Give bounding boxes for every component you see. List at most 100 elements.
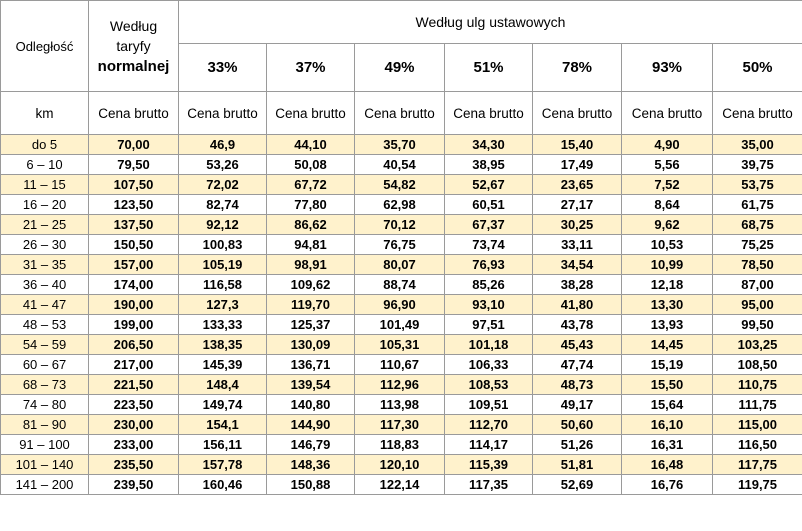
price-cell: 85,26 (444, 274, 533, 295)
distance-cell: 16 – 20 (0, 194, 89, 215)
discount-percent-header: 49% (354, 43, 445, 92)
price-cell: 33,11 (532, 234, 622, 255)
distance-cell: 36 – 40 (0, 274, 89, 295)
price-cell: 136,71 (266, 354, 355, 375)
tariff-header-line2: taryfy (116, 37, 151, 54)
price-subheader: Cena brutto (354, 91, 445, 135)
price-cell: 145,39 (178, 354, 267, 375)
price-cell: 116,58 (178, 274, 267, 295)
table-row: 36 – 40 174,00 116,58 109,62 88,74 85,26 38,28… (0, 274, 802, 295)
price-cell: 50,08 (266, 154, 355, 175)
price-cell: 114,17 (444, 434, 533, 455)
price-cell: 34,30 (444, 134, 533, 155)
price-cell: 93,10 (444, 294, 533, 315)
price-cell: 199,00 (88, 314, 179, 335)
price-cell: 49,17 (532, 394, 622, 415)
table-row: 81 – 90 230,00 154,1 144,90 117,30 112,70 50,6… (0, 414, 802, 435)
price-subheader: Cena brutto (178, 91, 267, 135)
price-cell: 115,39 (444, 454, 533, 475)
tariff-header: Według taryfy normalnej (88, 0, 179, 92)
price-cell: 10,53 (621, 234, 713, 255)
price-cell: 146,79 (266, 434, 355, 455)
price-cell: 160,46 (178, 474, 267, 495)
price-cell: 122,14 (354, 474, 445, 495)
price-cell: 119,70 (266, 294, 355, 315)
price-cell: 67,72 (266, 174, 355, 195)
price-cell: 137,50 (88, 214, 179, 235)
price-cell: 75,25 (712, 234, 802, 255)
distance-cell: 68 – 73 (0, 374, 89, 395)
discount-percent-header: 37% (266, 43, 355, 92)
price-cell: 157,00 (88, 254, 179, 275)
distance-cell: 81 – 90 (0, 414, 89, 435)
price-cell: 125,37 (266, 314, 355, 335)
price-cell: 53,75 (712, 174, 802, 195)
price-cell: 94,81 (266, 234, 355, 255)
price-cell: 82,74 (178, 194, 267, 215)
price-cell: 96,90 (354, 294, 445, 315)
price-cell: 76,75 (354, 234, 445, 255)
price-cell: 15,50 (621, 374, 713, 395)
distance-header: Odległość (0, 0, 89, 92)
price-subheader: Cena brutto (532, 91, 622, 135)
price-cell: 27,17 (532, 194, 622, 215)
price-cell: 157,78 (178, 454, 267, 475)
price-cell: 138,35 (178, 334, 267, 355)
price-cell: 174,00 (88, 274, 179, 295)
price-cell: 45,43 (532, 334, 622, 355)
price-subheader: Cena brutto (266, 91, 355, 135)
distance-cell: 74 – 80 (0, 394, 89, 415)
price-cell: 51,81 (532, 454, 622, 475)
price-cell: 78,50 (712, 254, 802, 275)
price-cell: 62,98 (354, 194, 445, 215)
price-cell: 72,02 (178, 174, 267, 195)
distance-cell: 60 – 67 (0, 354, 89, 375)
price-cell: 101,18 (444, 334, 533, 355)
price-cell: 38,28 (532, 274, 622, 295)
table-row: 11 – 15 107,50 72,02 67,72 54,82 52,67 23,65 7,… (0, 174, 802, 195)
price-cell: 50,60 (532, 414, 622, 435)
price-cell: 223,50 (88, 394, 179, 415)
price-cell: 98,91 (266, 254, 355, 275)
price-cell: 101,49 (354, 314, 445, 335)
price-cell: 110,75 (712, 374, 802, 395)
price-cell: 16,31 (621, 434, 713, 455)
table-row: 31 – 35 157,00 105,19 98,91 80,07 76,93 34,54 1… (0, 254, 802, 275)
price-cell: 233,00 (88, 434, 179, 455)
price-cell: 117,35 (444, 474, 533, 495)
price-cell: 53,26 (178, 154, 267, 175)
price-cell: 156,11 (178, 434, 267, 455)
discount-percent-header: 93% (621, 43, 713, 92)
price-cell: 61,75 (712, 194, 802, 215)
price-cell: 48,73 (532, 374, 622, 395)
price-cell: 190,00 (88, 294, 179, 315)
table-row: 74 – 80 223,50 149,74 140,80 113,98 109,51 49,… (0, 394, 802, 415)
price-cell: 133,33 (178, 314, 267, 335)
price-cell: 70,00 (88, 134, 179, 155)
price-cell: 109,51 (444, 394, 533, 415)
discount-percent-header: 33% (178, 43, 267, 92)
distance-cell: 141 – 200 (0, 474, 89, 495)
price-cell: 112,70 (444, 414, 533, 435)
price-cell: 149,74 (178, 394, 267, 415)
price-cell: 15,19 (621, 354, 713, 375)
price-cell: 80,07 (354, 254, 445, 275)
price-cell: 92,12 (178, 214, 267, 235)
table-row: 54 – 59 206,50 138,35 130,09 105,31 101,18 45,… (0, 334, 802, 355)
price-cell: 108,53 (444, 374, 533, 395)
price-cell: 15,40 (532, 134, 622, 155)
price-cell: 40,54 (354, 154, 445, 175)
distance-cell: 91 – 100 (0, 434, 89, 455)
table-row: 91 – 100 233,00 156,11 146,79 118,83 114,17 51… (0, 434, 802, 455)
table-row: 68 – 73 221,50 148,4 139,54 112,96 108,53 48,7… (0, 374, 802, 395)
price-cell: 41,80 (532, 294, 622, 315)
price-cell: 17,49 (532, 154, 622, 175)
price-cell: 230,00 (88, 414, 179, 435)
price-cell: 16,48 (621, 454, 713, 475)
table-row: do 5 70,00 46,9 44,10 35,70 34,30 15,40 4,90 35,… (0, 134, 802, 155)
price-cell: 7,52 (621, 174, 713, 195)
discount-percent-header: 50% (712, 43, 802, 92)
price-cell: 16,10 (621, 414, 713, 435)
price-cell: 154,1 (178, 414, 267, 435)
price-subheader: Cena brutto (712, 91, 802, 135)
